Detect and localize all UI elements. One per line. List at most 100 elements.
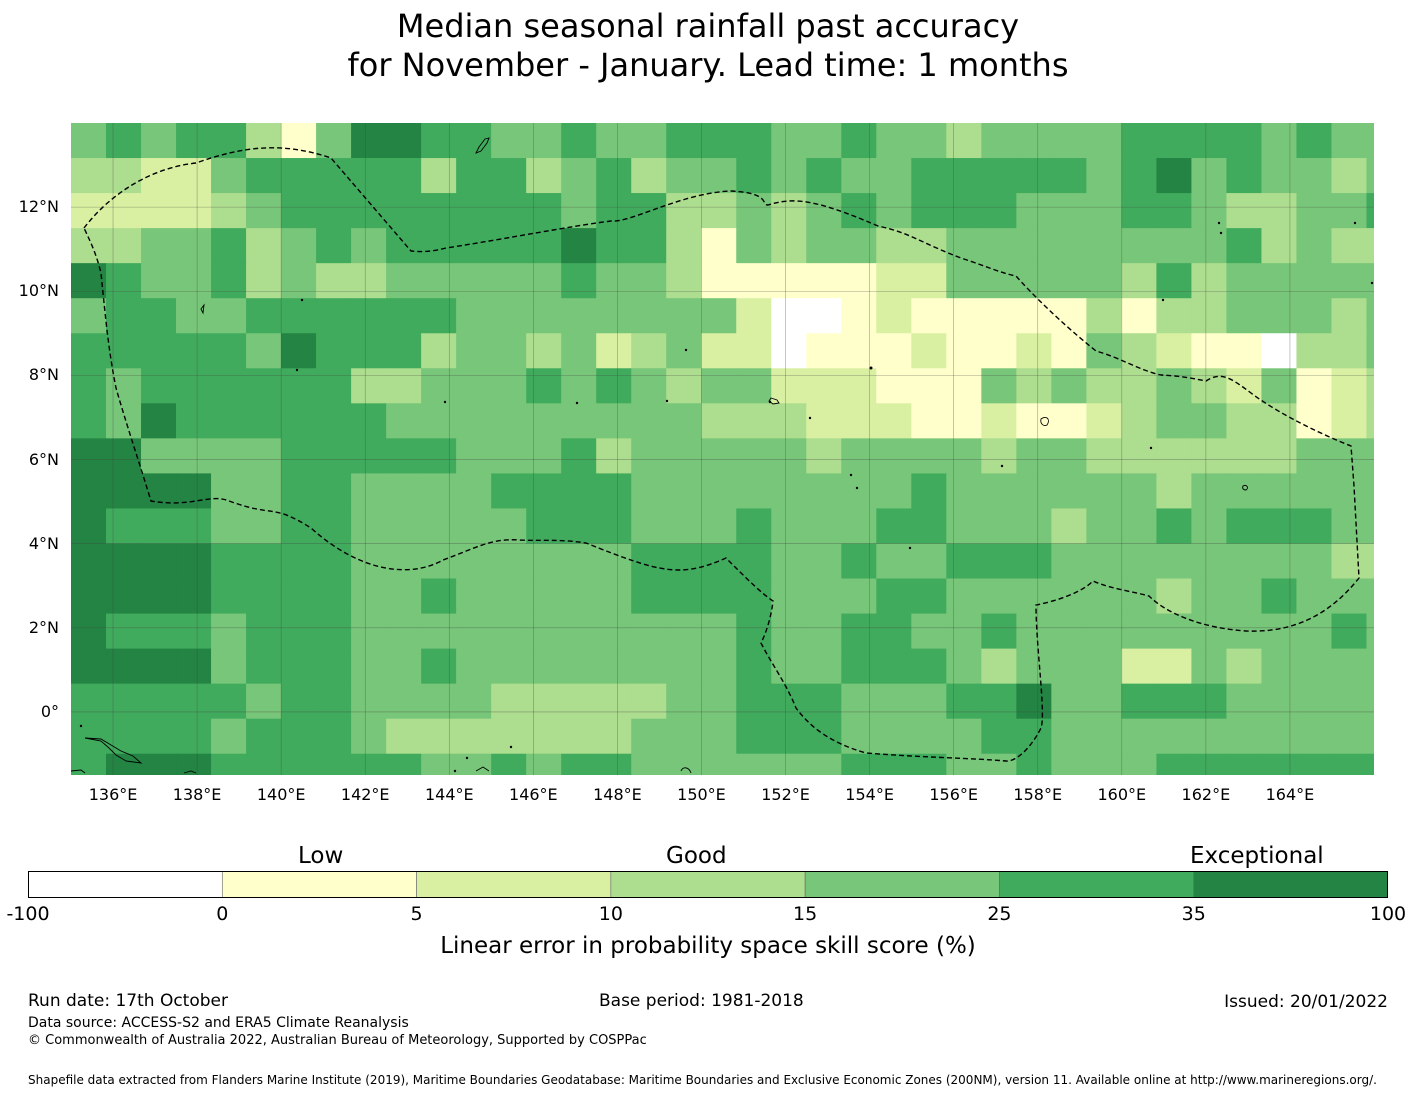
skill-grid-cell xyxy=(1016,613,1052,650)
skill-grid-cell xyxy=(71,648,107,685)
skill-grid-cell xyxy=(1051,473,1087,510)
longitude-label: 136°E xyxy=(88,785,138,804)
skill-grid-cell xyxy=(1121,228,1157,264)
skill-grid-cell xyxy=(211,753,247,775)
skill-grid-cell xyxy=(176,578,212,615)
skill-grid-cell xyxy=(1261,753,1298,775)
skill-grid-cell xyxy=(1156,193,1193,229)
colorbar-tick: 5 xyxy=(410,903,423,925)
skill-grid-cell xyxy=(946,473,982,510)
skill-grid-cell xyxy=(386,193,422,229)
skill-grid-cell xyxy=(106,718,142,755)
skill-grid-cell xyxy=(491,123,527,159)
skill-grid-cell xyxy=(1261,123,1298,159)
skill-grid-cell xyxy=(351,228,387,264)
skill-grid-cell xyxy=(806,438,842,474)
skill-grid-cell xyxy=(1086,473,1122,510)
skill-grid-cell xyxy=(1191,508,1228,545)
skill-grid-cell xyxy=(141,508,177,545)
skill-grid-cell xyxy=(211,473,247,510)
skill-grid-cell xyxy=(876,298,912,334)
skill-grid-cell xyxy=(806,158,842,194)
skill-grid-cell xyxy=(771,403,807,439)
skill-grid-cell xyxy=(386,438,422,474)
skill-grid-cell xyxy=(701,193,737,229)
skill-grid-cell xyxy=(771,543,807,580)
skill-grid-cell xyxy=(526,368,562,404)
skill-grid-cell xyxy=(71,228,107,264)
skill-grid-cell xyxy=(1296,508,1333,545)
skill-grid-cell xyxy=(736,298,772,334)
skill-grid-cell xyxy=(281,298,317,334)
skill-grid-cell xyxy=(421,158,457,194)
skill-grid-cell xyxy=(176,683,212,720)
skill-grid-cell xyxy=(701,333,737,369)
skill-grid-cell xyxy=(701,578,737,615)
skill-grid-cell xyxy=(596,613,632,650)
skill-grid-cell xyxy=(771,613,807,650)
skill-grid-cell xyxy=(876,123,912,159)
skill-grid-cell xyxy=(141,403,177,439)
skill-grid-cell xyxy=(1261,543,1298,580)
skill-grid-cell xyxy=(421,753,457,775)
skill-grid-cell xyxy=(1331,683,1368,720)
skill-grid-cell xyxy=(1296,333,1333,369)
skill-grid-cell xyxy=(1191,263,1228,299)
skill-grid-cell xyxy=(876,368,912,404)
skill-grid-cell xyxy=(141,193,177,229)
skill-grid-cell xyxy=(491,578,527,615)
skill-grid-cell xyxy=(106,753,142,775)
skill-grid-cell xyxy=(981,298,1017,334)
skill-grid-cell xyxy=(71,403,107,439)
skill-grid-cell xyxy=(351,753,387,775)
skill-grid-cell xyxy=(281,508,317,545)
skill-grid-cell xyxy=(1121,193,1157,229)
skill-grid-cell xyxy=(1121,578,1157,615)
skill-grid-cell xyxy=(596,438,632,474)
skill-grid-cell xyxy=(1016,403,1052,439)
skill-grid-cell xyxy=(281,123,317,159)
skill-grid-cell xyxy=(806,613,842,650)
skill-grid-cell xyxy=(631,298,667,334)
skill-grid-cell xyxy=(666,333,702,369)
skill-grid-cell xyxy=(736,648,772,685)
skill-grid-cell xyxy=(1366,613,1374,650)
skill-grid-cell xyxy=(316,403,352,439)
skill-grid-cell xyxy=(666,578,702,615)
skill-grid-cell xyxy=(946,298,982,334)
skill-grid-cell xyxy=(911,753,947,775)
skill-grid-cell xyxy=(876,683,912,720)
skill-grid-cell xyxy=(316,193,352,229)
colorbar-tick: 10 xyxy=(598,903,623,925)
skill-grid-cell xyxy=(246,333,282,369)
skill-grid-cell xyxy=(456,578,492,615)
skill-grid-cell xyxy=(946,438,982,474)
longitude-label: 160°E xyxy=(1097,785,1147,804)
skill-grid-cell xyxy=(701,368,737,404)
skill-grid-cell xyxy=(771,578,807,615)
skill-grid-cell xyxy=(71,508,107,545)
skill-grid-cell xyxy=(1331,753,1368,775)
skill-grid-cell xyxy=(386,298,422,334)
skill-grid-cell xyxy=(141,123,177,159)
skill-grid-cell xyxy=(946,158,982,194)
skill-grid-cell xyxy=(1296,578,1333,615)
skill-grid-cell xyxy=(1296,123,1333,159)
skill-grid-cell xyxy=(631,403,667,439)
skill-grid-cell xyxy=(596,648,632,685)
skill-grid-cell xyxy=(841,403,877,439)
skill-grid-cell xyxy=(456,438,492,474)
skill-grid-cell xyxy=(806,228,842,264)
skill-grid-cell xyxy=(1261,648,1298,685)
skill-grid-cell xyxy=(71,753,107,775)
skill-grid-cell xyxy=(666,298,702,334)
skill-grid-cell xyxy=(1296,683,1333,720)
skill-grid-cell xyxy=(246,683,282,720)
skill-grid-cell xyxy=(211,263,247,299)
skill-grid-cell xyxy=(1261,613,1298,650)
skill-grid-cell xyxy=(1366,368,1374,404)
skill-grid-cell xyxy=(386,473,422,510)
skill-grid-cell xyxy=(841,123,877,159)
skill-grid-cell xyxy=(876,193,912,229)
skill-grid-cell xyxy=(176,543,212,580)
